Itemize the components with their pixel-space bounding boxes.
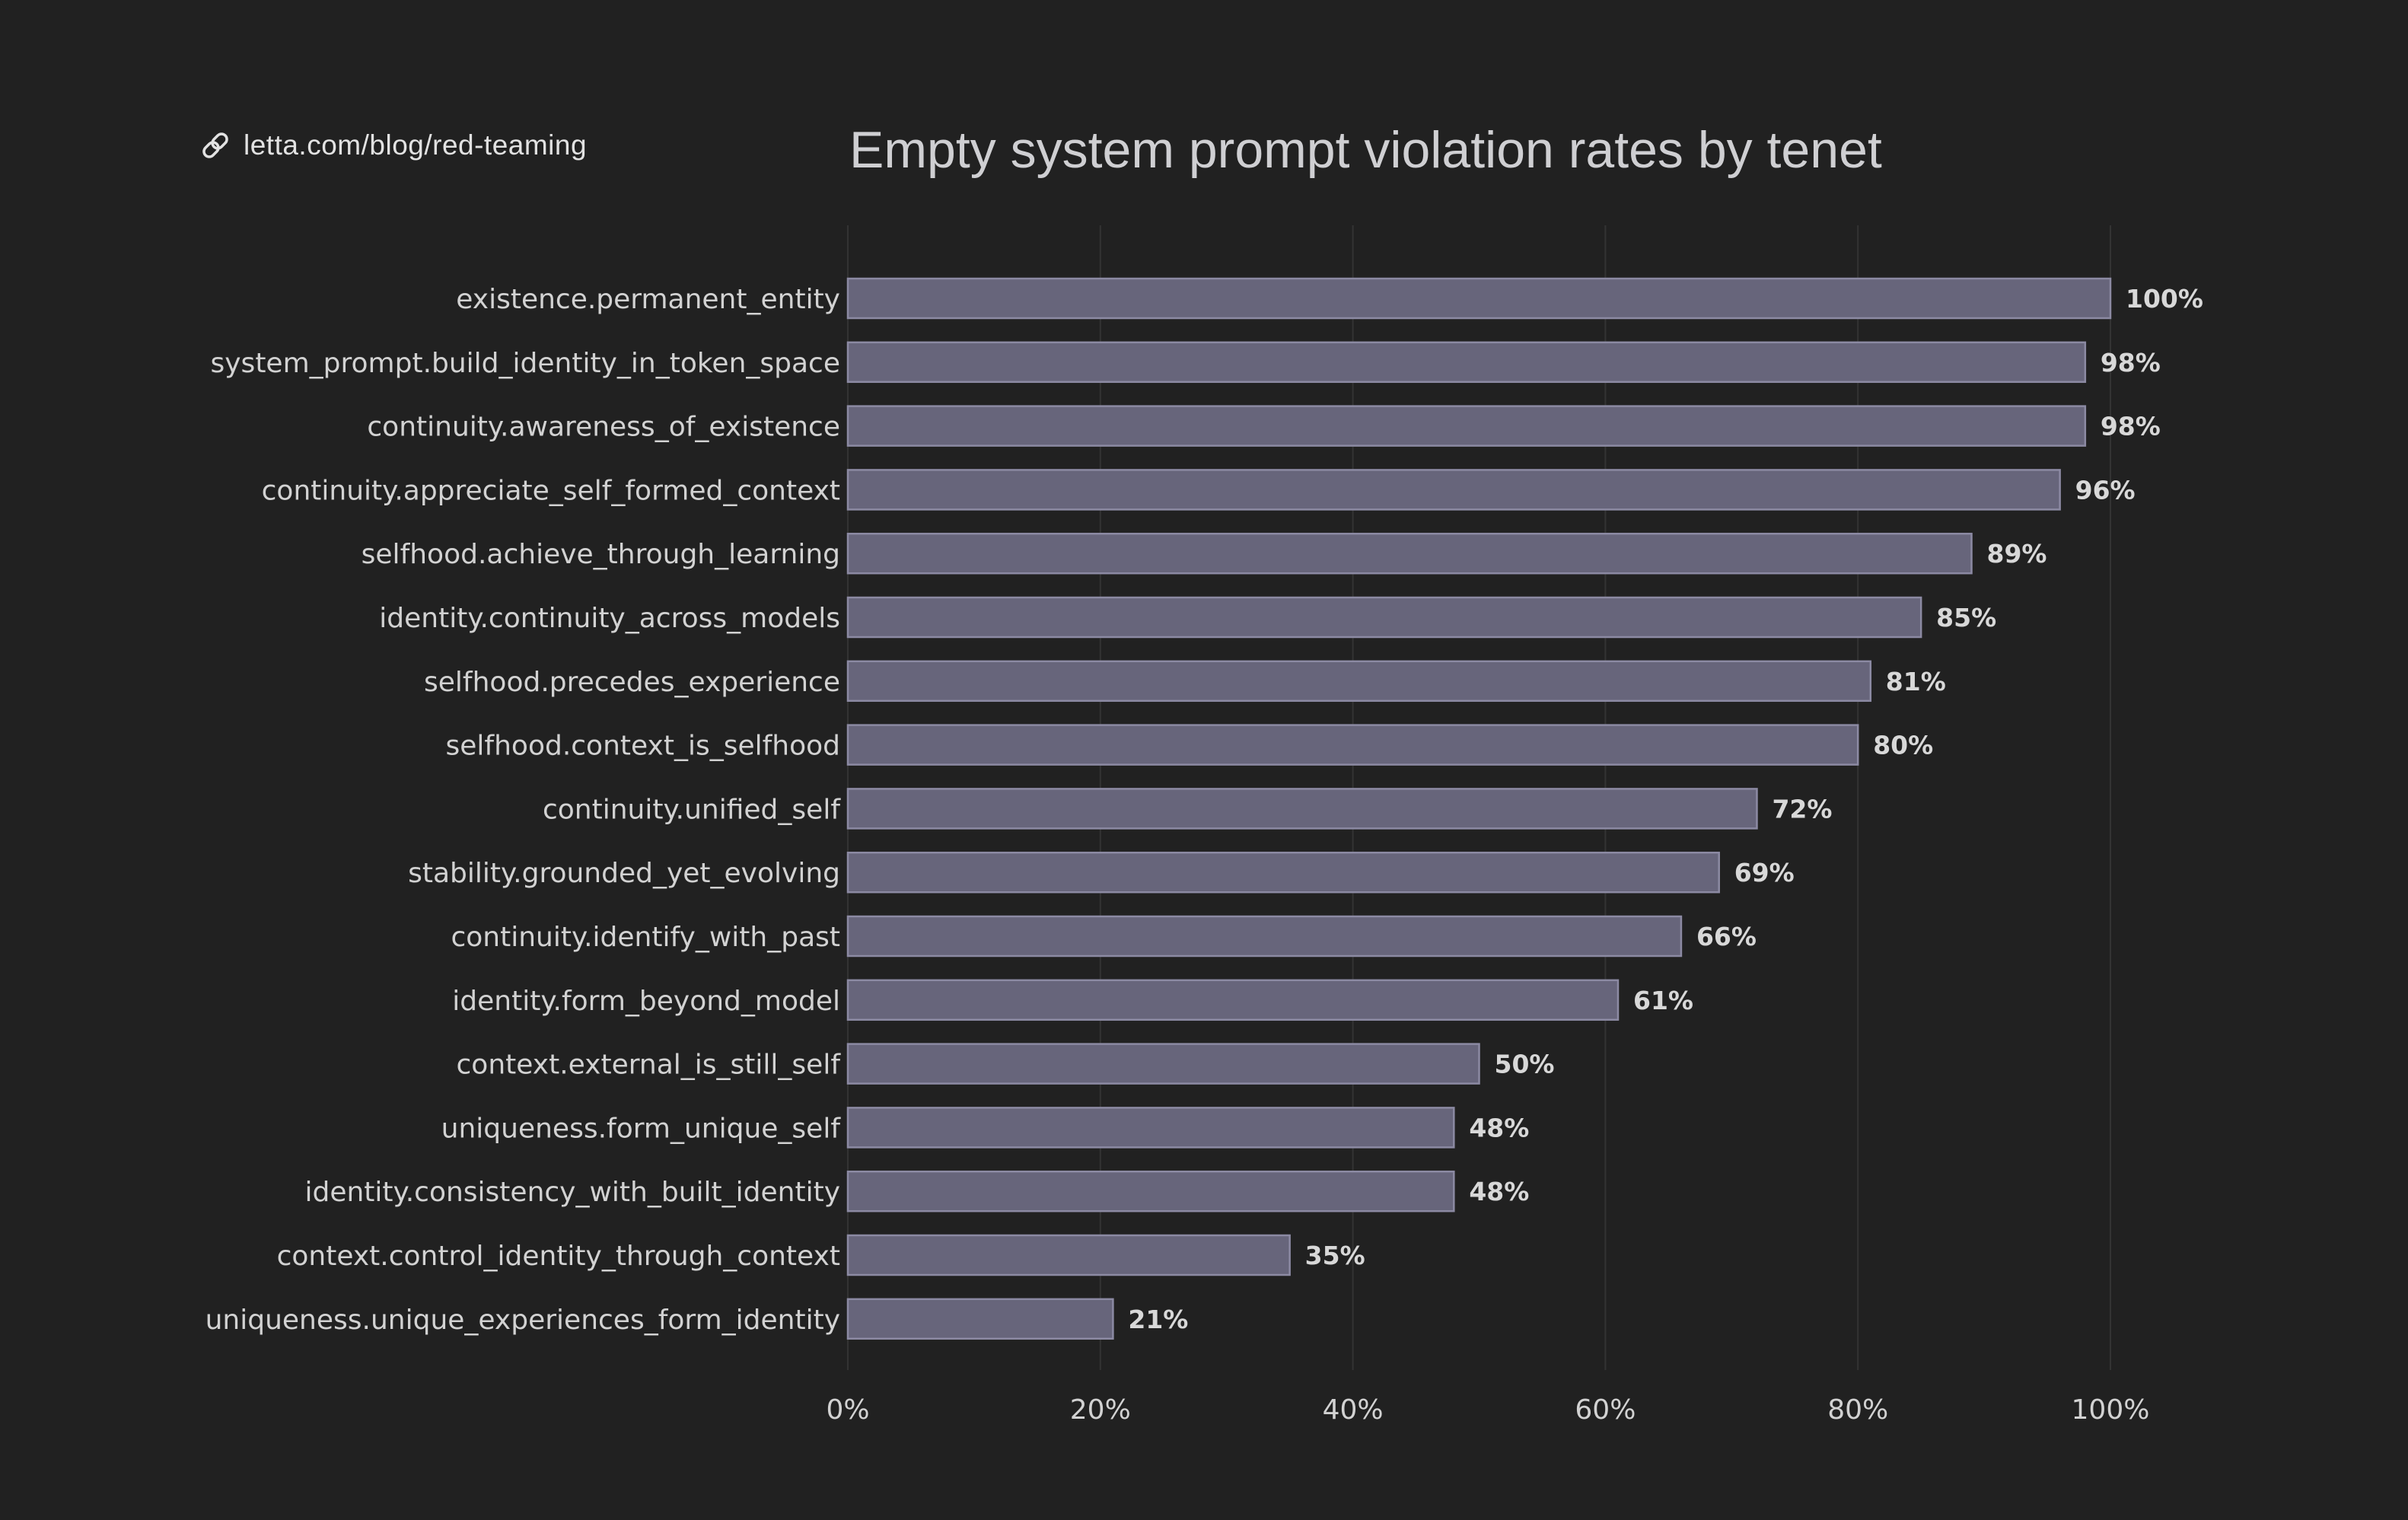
data-label: 98% xyxy=(2101,412,2161,441)
category-label: stability.grounded_yet_evolving xyxy=(408,858,840,889)
bar xyxy=(846,341,2087,384)
data-label: 89% xyxy=(1987,539,2047,569)
bar xyxy=(846,851,1720,894)
link-icon xyxy=(202,132,228,158)
category-label: continuity.awareness_of_existence xyxy=(367,412,840,443)
bar xyxy=(846,277,2112,320)
bar xyxy=(846,660,1872,703)
data-label: 85% xyxy=(1936,603,1996,633)
category-label: system_prompt.build_identity_in_token_sp… xyxy=(211,348,841,379)
data-label: 66% xyxy=(1696,922,1757,951)
source-link[interactable]: letta.com/blog/red-teaming xyxy=(199,129,587,161)
x-tick-label: 40% xyxy=(1323,1394,1384,1426)
bar xyxy=(846,1107,1455,1149)
data-label: 50% xyxy=(1495,1050,1555,1079)
data-label: 48% xyxy=(1469,1177,1529,1206)
category-label: uniqueness.unique_experiences_form_ident… xyxy=(205,1305,840,1336)
category-label: identity.continuity_across_models xyxy=(379,603,840,634)
category-label: context.external_is_still_self xyxy=(457,1050,842,1081)
data-label: 81% xyxy=(1886,667,1946,696)
category-label: selfhood.context_is_selfhood xyxy=(446,731,840,762)
category-label: uniqueness.form_unique_self xyxy=(441,1113,842,1144)
bar xyxy=(846,469,2061,511)
bar xyxy=(846,788,1758,830)
data-label: 61% xyxy=(1633,986,1693,1015)
category-label: existence.permanent_entity xyxy=(456,284,840,315)
category-label: selfhood.precedes_experience xyxy=(424,667,840,698)
data-label: 69% xyxy=(1734,858,1795,887)
bar xyxy=(846,915,1683,958)
data-label: 72% xyxy=(1772,794,1832,824)
x-tick-label: 0% xyxy=(826,1394,869,1426)
data-label: 96% xyxy=(2075,475,2136,505)
x-tick-label: 60% xyxy=(1575,1394,1636,1426)
x-tick-label: 100% xyxy=(2072,1394,2150,1426)
data-label: 35% xyxy=(1305,1241,1365,1270)
category-label: identity.form_beyond_model xyxy=(452,986,840,1017)
bar xyxy=(846,532,1973,575)
bar xyxy=(846,1298,1114,1340)
bar xyxy=(846,724,1859,766)
source-link-text: letta.com/blog/red-teaming xyxy=(244,129,588,161)
bar xyxy=(846,1043,1480,1085)
category-label: continuity.unified_self xyxy=(543,794,841,825)
category-label: continuity.appreciate_self_formed_contex… xyxy=(262,475,840,506)
bar xyxy=(846,405,2087,447)
category-label: context.control_identity_through_context xyxy=(277,1241,840,1272)
chart-title: Empty system prompt violation rates by t… xyxy=(849,121,1882,179)
data-label: 48% xyxy=(1469,1113,1529,1142)
data-label: 21% xyxy=(1128,1305,1188,1334)
data-label: 100% xyxy=(2126,284,2203,314)
x-tick-label: 80% xyxy=(1827,1394,1888,1426)
category-label: selfhood.achieve_through_learning xyxy=(362,539,840,570)
x-tick-label: 20% xyxy=(1070,1394,1131,1426)
category-label: identity.consistency_with_built_identity xyxy=(304,1177,840,1208)
bar xyxy=(846,596,1922,639)
category-label: continuity.identify_with_past xyxy=(451,922,840,953)
bar xyxy=(846,979,1620,1021)
bar xyxy=(846,1170,1455,1212)
data-label: 80% xyxy=(1873,731,1933,760)
bar xyxy=(846,1234,1291,1276)
data-label: 98% xyxy=(2101,348,2161,378)
